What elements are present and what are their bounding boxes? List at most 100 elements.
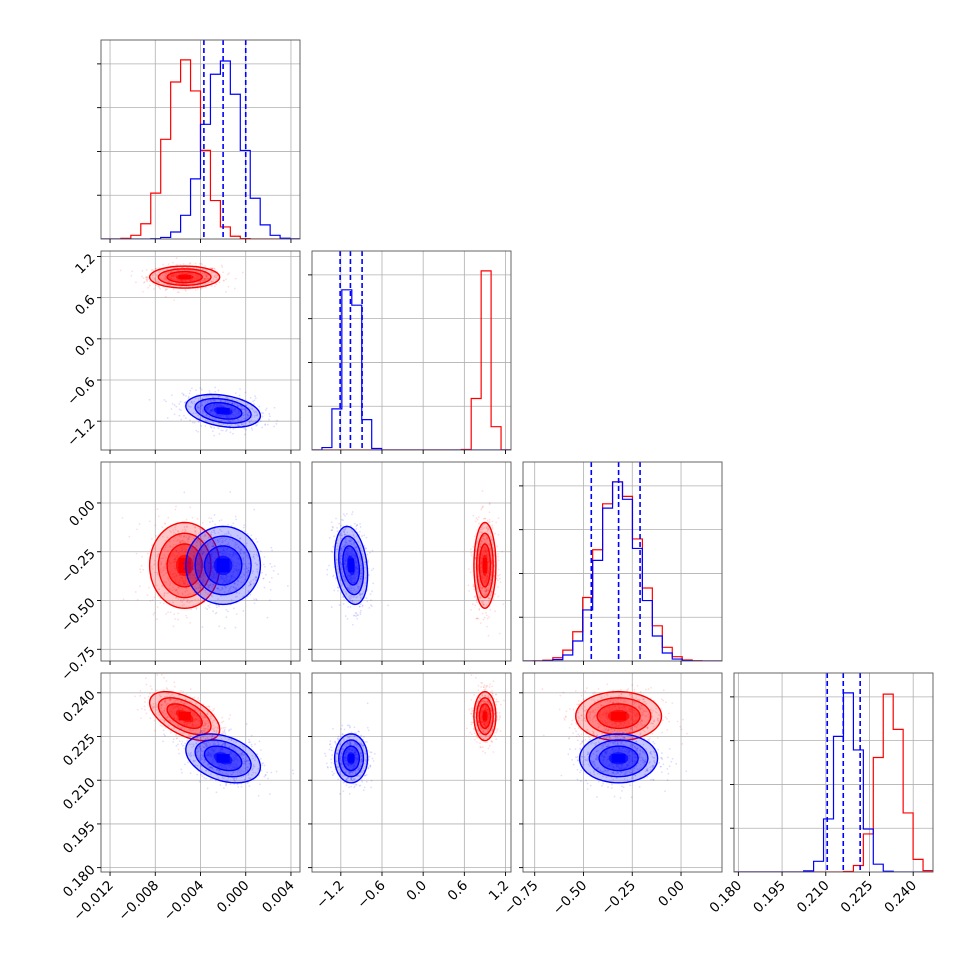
scatter-point xyxy=(186,583,189,586)
scatter-point xyxy=(345,541,347,543)
scatter-point xyxy=(489,598,491,600)
scatter-point xyxy=(474,557,477,560)
scatter-point xyxy=(179,282,181,285)
scatter-point xyxy=(192,551,195,554)
scatter-point xyxy=(249,583,252,586)
scatter-point xyxy=(208,415,211,418)
scatter-point xyxy=(342,548,345,551)
scatter-point xyxy=(155,618,158,621)
scatter-point xyxy=(176,278,178,281)
scatter-point xyxy=(215,276,217,279)
scatter-point xyxy=(344,559,347,562)
scatter-point xyxy=(253,602,256,605)
scatter-point xyxy=(202,562,205,565)
scatter-point xyxy=(223,549,225,552)
scatter-point xyxy=(194,526,197,529)
scatter-point xyxy=(331,551,334,554)
scatter-point xyxy=(269,588,272,591)
scatter-point xyxy=(208,591,211,594)
scatter-point xyxy=(354,546,357,549)
scatter-point xyxy=(343,545,345,548)
scatter-point xyxy=(364,547,367,550)
scatter-point xyxy=(218,404,221,407)
scatter-point xyxy=(162,263,164,266)
scatter-point xyxy=(483,549,486,551)
scatter-point xyxy=(227,523,230,526)
scatter-point xyxy=(192,604,195,607)
scatter-point xyxy=(235,553,238,556)
scatter-point xyxy=(210,399,213,402)
scatter-point xyxy=(206,608,209,611)
scatter-point xyxy=(205,394,208,397)
scatter-point xyxy=(214,386,217,389)
scatter-point xyxy=(337,586,339,589)
scatter-point xyxy=(235,569,238,571)
scatter-point xyxy=(345,592,348,595)
scatter-point xyxy=(484,581,487,583)
scatter-point xyxy=(257,794,260,797)
scatter-point xyxy=(480,571,483,574)
scatter-point xyxy=(175,550,178,553)
scatter-point xyxy=(151,565,153,568)
scatter-point xyxy=(246,567,249,570)
scatter-point xyxy=(256,424,259,426)
scatter-point xyxy=(186,616,188,619)
scatter-point xyxy=(128,535,131,538)
scatter-point xyxy=(185,529,187,532)
scatter-point xyxy=(186,589,189,592)
scatter-point xyxy=(236,570,239,573)
scatter-point xyxy=(193,556,196,559)
scatter-point xyxy=(387,604,390,607)
scatter-point xyxy=(343,533,346,536)
scatter-point xyxy=(207,571,210,573)
scatter-point xyxy=(204,275,207,277)
scatter-point xyxy=(349,574,351,577)
scatter-point xyxy=(344,580,347,583)
scatter-point xyxy=(261,764,263,767)
scatter-point xyxy=(197,421,200,424)
scatter-point xyxy=(220,429,223,432)
scatter-point xyxy=(212,529,215,532)
scatter-point xyxy=(201,574,204,576)
scatter-point xyxy=(210,410,213,412)
scatter-point xyxy=(361,593,364,596)
scatter-point xyxy=(216,274,219,277)
scatter-point xyxy=(217,389,220,392)
scatter-point xyxy=(346,576,349,579)
scatter-point xyxy=(226,404,229,407)
scatter-point xyxy=(193,421,196,424)
scatter-point xyxy=(239,549,242,551)
scatter-point xyxy=(354,559,356,562)
scatter-point xyxy=(217,531,220,534)
scatter-point xyxy=(255,424,258,427)
scatter-point xyxy=(232,554,235,556)
scatter-point xyxy=(270,546,273,549)
scatter-point xyxy=(360,593,363,596)
scatter-point xyxy=(142,281,145,284)
scatter-point xyxy=(204,425,207,427)
scatter-point xyxy=(475,517,478,520)
scatter-point xyxy=(353,556,356,559)
scatter-point xyxy=(218,538,221,540)
scatter-point xyxy=(483,517,486,520)
scatter-point xyxy=(485,604,488,606)
scatter-point xyxy=(176,574,179,577)
scatter-point xyxy=(168,571,171,574)
scatter-point xyxy=(183,530,186,533)
scatter-point xyxy=(236,783,239,786)
scatter-point xyxy=(237,785,240,788)
scatter-point xyxy=(214,405,216,408)
scatter-point xyxy=(211,575,214,578)
scatter-point xyxy=(232,522,235,525)
scatter-point xyxy=(202,577,204,580)
scatter-point xyxy=(499,581,502,584)
scatter-point xyxy=(212,421,215,424)
scatter-point xyxy=(232,573,234,576)
scatter-point xyxy=(346,547,349,549)
scatter-point xyxy=(331,526,334,529)
scatter-point xyxy=(167,591,170,594)
scatter-point xyxy=(196,773,199,776)
scatter-point xyxy=(229,534,232,537)
scatter-point xyxy=(487,525,489,528)
scatter-point xyxy=(221,552,224,555)
